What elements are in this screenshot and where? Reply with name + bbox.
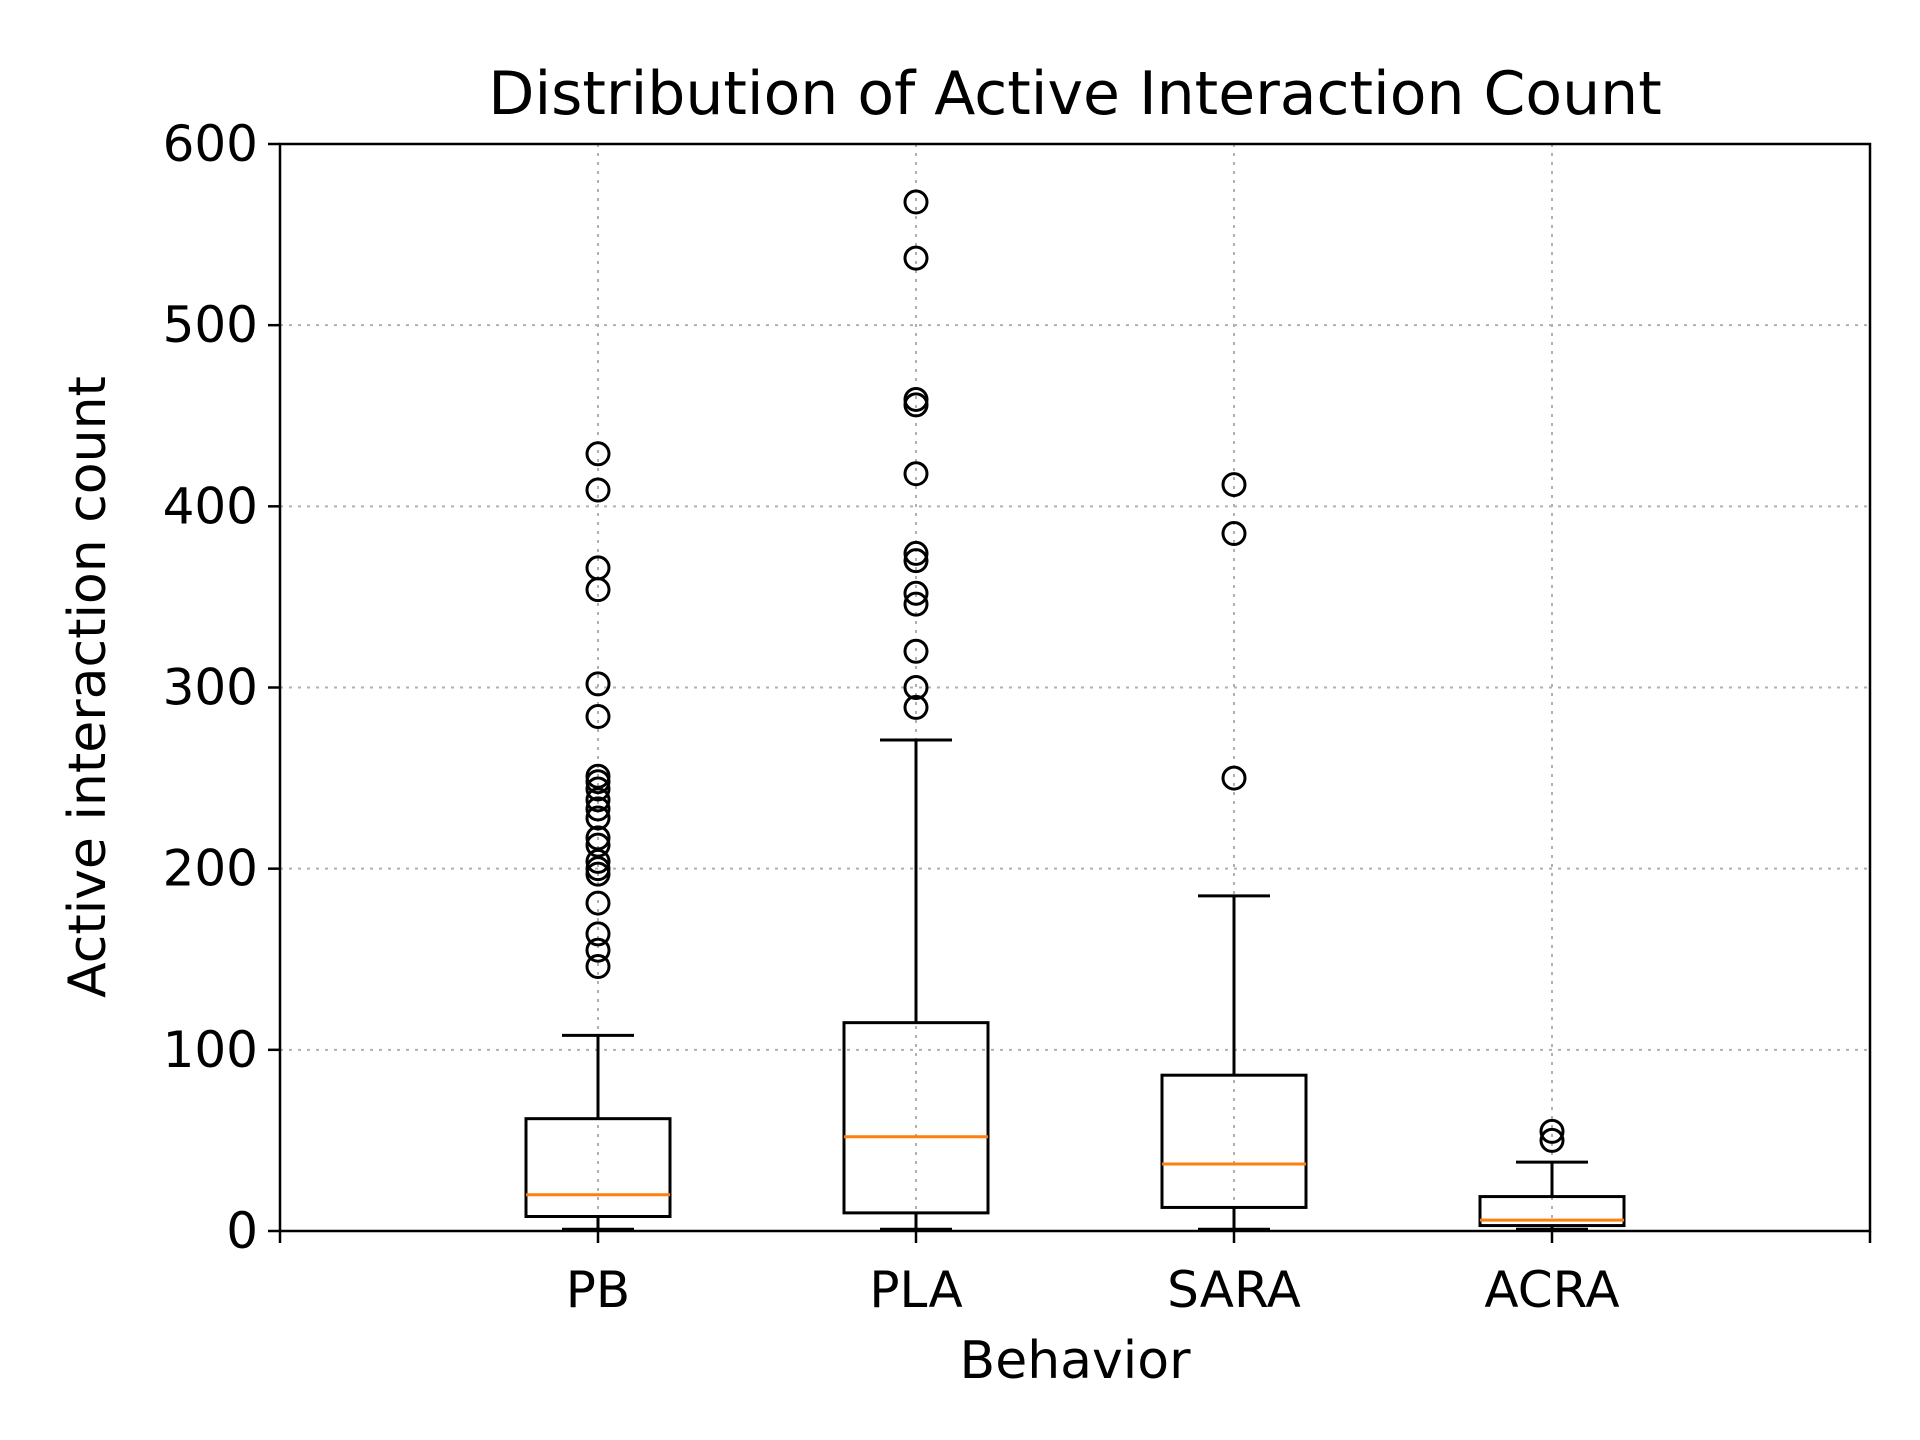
- y-tick-label: 100: [163, 1021, 258, 1079]
- y-tick-label: 300: [163, 659, 258, 717]
- box-group-pb: [524, 441, 672, 1231]
- y-axis-label: Active interaction count: [58, 376, 118, 998]
- box-group-sara: [1160, 472, 1308, 1231]
- y-tick-label: 500: [163, 296, 258, 354]
- outlier-point: [1539, 1118, 1565, 1144]
- outlier-point: [585, 848, 611, 874]
- outlier-point: [1221, 472, 1247, 498]
- outlier-point: [585, 555, 611, 581]
- box-group-pla: [842, 189, 990, 1231]
- x-tick-label: SARA: [1167, 1261, 1301, 1319]
- iqr-box: [1478, 1195, 1626, 1228]
- outlier-point: [903, 386, 929, 412]
- outlier-point: [585, 832, 611, 858]
- outlier-point: [585, 953, 611, 979]
- x-axis-label: Behavior: [960, 1331, 1192, 1391]
- outlier-point: [1539, 1127, 1565, 1153]
- outlier-point: [903, 675, 929, 700]
- outlier-point: [903, 461, 929, 487]
- x-tick-label: ACRA: [1484, 1261, 1619, 1319]
- box-group-acra: [1478, 1118, 1626, 1231]
- outlier-point: [903, 245, 929, 271]
- x-tick-label: PLA: [869, 1261, 962, 1319]
- outlier-point: [585, 856, 611, 882]
- outlier-point: [1221, 765, 1247, 791]
- outlier-point: [585, 703, 611, 729]
- outlier-point: [585, 937, 611, 963]
- outlier-point: [585, 805, 611, 831]
- outlier-point: [903, 591, 929, 617]
- outlier-point: [903, 548, 929, 574]
- outlier-point: [585, 763, 611, 789]
- iqr-box: [524, 1117, 672, 1219]
- outlier-point: [903, 189, 929, 215]
- outlier-point: [585, 921, 611, 947]
- y-tick-label: 400: [163, 477, 258, 535]
- outlier-point: [585, 671, 611, 697]
- chart-title: Distribution of Active Interaction Count: [488, 59, 1661, 129]
- outlier-point: [585, 441, 611, 467]
- grid-layer: [280, 143, 1870, 1232]
- outlier-point: [585, 890, 611, 916]
- outlier-point: [585, 796, 611, 822]
- outlier-point: [585, 776, 611, 802]
- outlier-point: [903, 638, 929, 664]
- y-tick-label: 200: [163, 840, 258, 898]
- iqr-box: [1160, 1073, 1308, 1209]
- outlier-point: [903, 694, 929, 720]
- outlier-point: [585, 477, 611, 503]
- outlier-point: [903, 540, 929, 566]
- outlier-point: [585, 787, 611, 813]
- outlier-point: [585, 577, 611, 603]
- y-tick-label: 0: [226, 1202, 258, 1260]
- iqr-box: [842, 1021, 990, 1215]
- outlier-point: [1221, 521, 1247, 547]
- outlier-point: [903, 580, 929, 606]
- y-tick-label: 600: [163, 115, 258, 173]
- boxes-layer: [524, 189, 1626, 1231]
- outlier-point: [585, 825, 611, 851]
- x-tick-label: PB: [566, 1261, 630, 1319]
- ticks-layer: 0 100 200 300 400 500 600 PB PLA SARA ACRA: [163, 115, 1872, 1319]
